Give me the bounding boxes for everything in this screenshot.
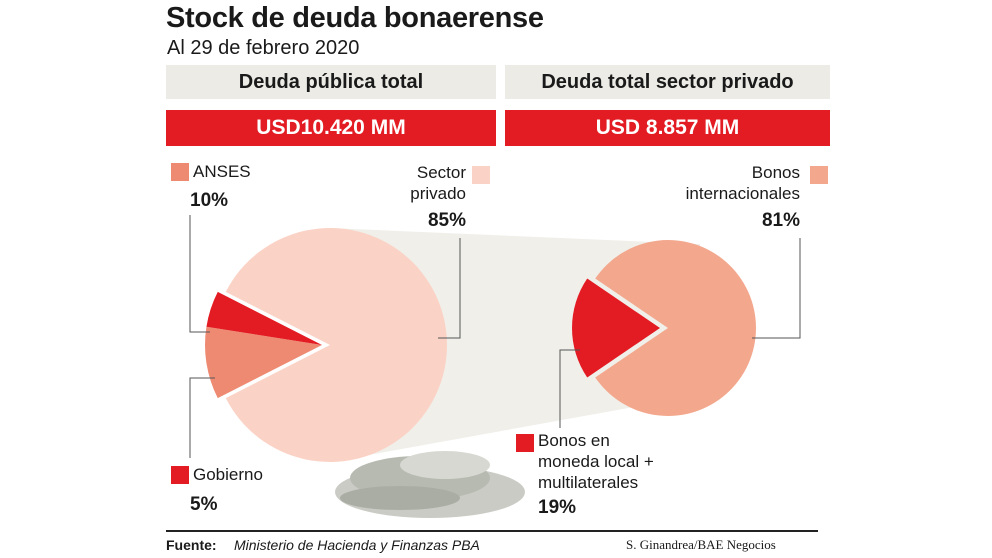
chart-title: Stock de deuda bonaerense [166, 2, 544, 34]
bonos-int-label-line1: Bonos [751, 163, 800, 182]
gobierno-swatch [171, 466, 189, 484]
source-key: Fuente: [166, 537, 217, 553]
anses-label: ANSES [193, 162, 251, 181]
bonos-local-percent: 19% [538, 497, 577, 518]
right-chart-header: Deuda total sector privado [505, 65, 830, 99]
bonos-int-percent: 81% [761, 210, 800, 231]
right-total-banner: USD 8.857 MM [505, 110, 830, 146]
money-pile-illustration [335, 451, 525, 518]
bonos-local-label-line1: Bonos en [538, 431, 610, 450]
gobierno-percent: 5% [190, 494, 218, 515]
bonos-local-label-line3: multilaterales [538, 473, 639, 492]
pie-slice-gobierno [206, 291, 322, 345]
source-value: Ministerio de Hacienda y Finanzas PBA [234, 537, 480, 553]
left-total-banner: USD10.420 MM [166, 110, 496, 146]
bonos-local-swatch [516, 434, 534, 452]
chart-subtitle: Al 29 de febrero 2020 [167, 37, 360, 59]
pie-slice-bonos-en-moneda-local-multilaterales [572, 278, 660, 378]
privado-label-line1: Sector [416, 163, 466, 182]
gobierno-label: Gobierno [193, 465, 263, 484]
credit: S. Ginandrea/BAE Negocios [626, 537, 776, 552]
anses-percent: 10% [190, 190, 229, 211]
privado-label-line2: privado [410, 184, 466, 203]
left-chart-header: Deuda pública total [166, 65, 496, 99]
pie-slice-bonos-internacionales [595, 240, 757, 416]
bonos-int-label-line2: internacionales [685, 184, 800, 203]
bonos-int-swatch [810, 166, 828, 184]
privado-swatch [472, 166, 490, 184]
bonos-local-label-line2: moneda local + [538, 452, 654, 471]
pie-slice-sector-privado [225, 228, 447, 462]
leader-anses [189, 215, 210, 333]
leader-gobierno [189, 377, 215, 458]
pie-slice-anses [205, 326, 322, 399]
anses-swatch [171, 163, 189, 181]
leader-bonos-local [559, 349, 580, 428]
leader-lines [189, 215, 801, 458]
footer-divider [166, 530, 818, 532]
left-pie [205, 228, 447, 462]
right-pie [572, 240, 757, 416]
leader-privado [438, 238, 461, 339]
leader-bonos-int [752, 238, 801, 339]
privado-percent: 85% [427, 210, 466, 231]
